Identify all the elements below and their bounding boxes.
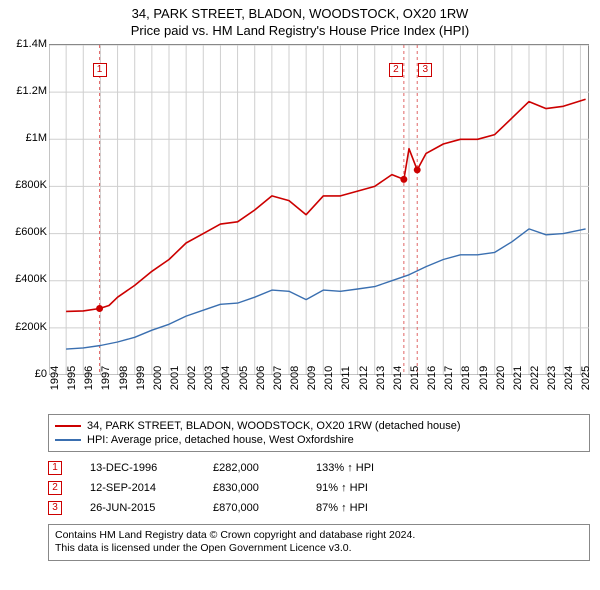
x-tick-label: 2007 — [272, 366, 284, 390]
transaction-price: £282,000 — [213, 462, 288, 474]
x-tick-label: 2008 — [289, 366, 301, 390]
footnote-line: This data is licensed under the Open Gov… — [55, 542, 583, 556]
transaction-date: 26-JUN-2015 — [90, 502, 185, 514]
legend-label: HPI: Average price, detached house, West… — [87, 434, 354, 446]
transaction-row: 2 12-SEP-2014 £830,000 91% ↑ HPI — [48, 478, 590, 498]
x-tick-label: 2003 — [203, 366, 215, 390]
x-tick-label: 2015 — [409, 366, 421, 390]
footnote: Contains HM Land Registry data © Crown c… — [48, 524, 590, 561]
transaction-row: 3 26-JUN-2015 £870,000 87% ↑ HPI — [48, 498, 590, 518]
chart-title: 34, PARK STREET, BLADON, WOODSTOCK, OX20… — [0, 6, 600, 23]
x-tick-label: 2023 — [546, 366, 558, 390]
transaction-pct: 87% ↑ HPI — [316, 502, 406, 514]
x-tick-label: 2001 — [169, 366, 181, 390]
x-tick-label: 2020 — [495, 366, 507, 390]
transaction-marker-icon: 3 — [48, 501, 62, 515]
y-tick-label: £200K — [15, 321, 47, 333]
legend-swatch-hpi — [55, 439, 81, 441]
legend-swatch-property — [55, 425, 81, 427]
x-tick-label: 1999 — [135, 366, 147, 390]
transaction-pct: 133% ↑ HPI — [316, 462, 406, 474]
chart-marker-box: 1 — [93, 63, 107, 77]
y-tick-label: £600K — [15, 226, 47, 238]
transaction-price: £870,000 — [213, 502, 288, 514]
legend-item: HPI: Average price, detached house, West… — [55, 433, 583, 447]
x-tick-label: 1995 — [66, 366, 78, 390]
x-tick-label: 2011 — [340, 366, 352, 390]
x-axis: 1994199519961997199819992000200120022003… — [49, 374, 589, 412]
x-tick-label: 2013 — [375, 366, 387, 390]
x-tick-label: 2025 — [580, 366, 592, 390]
x-tick-label: 2010 — [323, 366, 335, 390]
y-axis: £0£200K£400K£600K£800K£1M£1.2M£1.4M — [5, 44, 49, 374]
x-tick-label: 2006 — [255, 366, 267, 390]
y-tick-label: £400K — [15, 273, 47, 285]
x-tick-label: 2014 — [392, 366, 404, 390]
x-tick-label: 1998 — [118, 366, 130, 390]
y-tick-label: £0 — [35, 368, 47, 380]
transaction-date: 12-SEP-2014 — [90, 482, 185, 494]
x-tick-label: 1994 — [49, 366, 61, 390]
x-tick-label: 2021 — [512, 366, 524, 390]
transaction-marker-icon: 2 — [48, 481, 62, 495]
transaction-marker-icon: 1 — [48, 461, 62, 475]
transaction-row: 1 13-DEC-1996 £282,000 133% ↑ HPI — [48, 458, 590, 478]
x-tick-label: 2017 — [443, 366, 455, 390]
x-tick-label: 2009 — [306, 366, 318, 390]
transaction-date: 13-DEC-1996 — [90, 462, 185, 474]
x-tick-label: 2012 — [358, 366, 370, 390]
footnote-line: Contains HM Land Registry data © Crown c… — [55, 529, 583, 543]
x-tick-label: 2024 — [563, 366, 575, 390]
chart-area: £0£200K£400K£600K£800K£1M£1.2M£1.4M 123 … — [5, 44, 595, 412]
chart-marker-box: 2 — [389, 63, 403, 77]
y-tick-label: £1.4M — [16, 38, 47, 50]
x-tick-label: 2019 — [478, 366, 490, 390]
transaction-pct: 91% ↑ HPI — [316, 482, 406, 494]
y-tick-label: £1.2M — [16, 85, 47, 97]
x-tick-label: 2005 — [238, 366, 250, 390]
y-tick-label: £800K — [15, 179, 47, 191]
x-tick-label: 2004 — [220, 366, 232, 390]
legend-label: 34, PARK STREET, BLADON, WOODSTOCK, OX20… — [87, 420, 461, 432]
x-tick-label: 2018 — [460, 366, 472, 390]
transactions-table: 1 13-DEC-1996 £282,000 133% ↑ HPI 2 12-S… — [48, 458, 590, 518]
transaction-price: £830,000 — [213, 482, 288, 494]
legend-item: 34, PARK STREET, BLADON, WOODSTOCK, OX20… — [55, 419, 583, 433]
x-tick-label: 2016 — [426, 366, 438, 390]
y-tick-label: £1M — [26, 132, 47, 144]
x-tick-label: 2002 — [186, 366, 198, 390]
x-tick-label: 1997 — [100, 366, 112, 390]
plot-area: 1 2 3 — [49, 44, 589, 374]
x-tick-label: 2022 — [529, 366, 541, 390]
chart-subtitle: Price paid vs. HM Land Registry's House … — [0, 23, 600, 40]
x-tick-label: 2000 — [152, 366, 164, 390]
legend: 34, PARK STREET, BLADON, WOODSTOCK, OX20… — [48, 414, 590, 452]
x-tick-label: 1996 — [83, 366, 95, 390]
chart-marker-box: 3 — [418, 63, 432, 77]
